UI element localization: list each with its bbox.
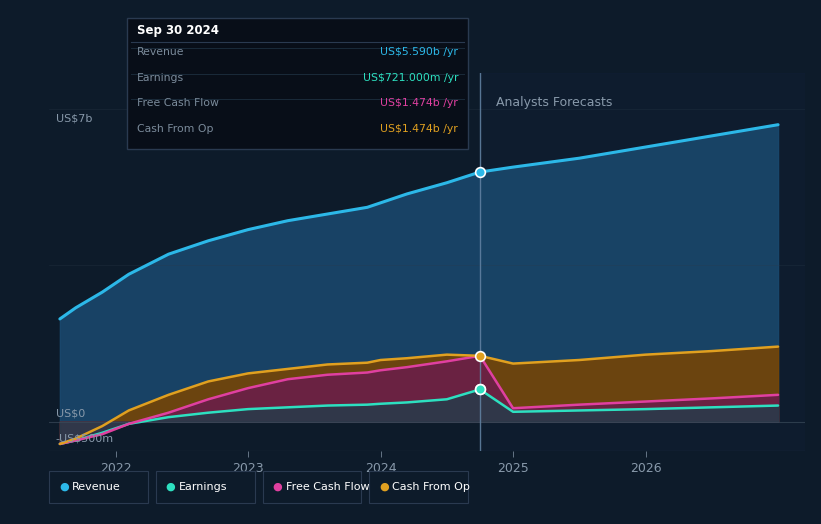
Text: ●: ●	[379, 482, 389, 492]
Text: US$1.474b /yr: US$1.474b /yr	[380, 124, 458, 134]
Text: Sep 30 2024: Sep 30 2024	[137, 24, 219, 37]
Text: Past: Past	[438, 96, 470, 108]
Text: US$1.474b /yr: US$1.474b /yr	[380, 99, 458, 108]
Text: Revenue: Revenue	[137, 47, 185, 57]
Text: ●: ●	[273, 482, 282, 492]
Text: Earnings: Earnings	[137, 73, 184, 83]
Text: ●: ●	[59, 482, 69, 492]
Text: US$7b: US$7b	[56, 114, 92, 124]
Text: Earnings: Earnings	[179, 482, 227, 492]
Text: ●: ●	[166, 482, 176, 492]
Text: Revenue: Revenue	[72, 482, 121, 492]
Text: US$5.590b /yr: US$5.590b /yr	[380, 47, 458, 57]
Text: US$0: US$0	[56, 408, 85, 418]
Text: -US$500m: -US$500m	[56, 434, 114, 444]
Text: US$721.000m /yr: US$721.000m /yr	[363, 73, 458, 83]
Text: Cash From Op: Cash From Op	[137, 124, 213, 134]
Bar	[480, 73, 805, 451]
Text: Analysts Forecasts: Analysts Forecasts	[496, 96, 612, 108]
Text: Free Cash Flow: Free Cash Flow	[286, 482, 369, 492]
Text: Cash From Op: Cash From Op	[392, 482, 470, 492]
Text: Free Cash Flow: Free Cash Flow	[137, 99, 219, 108]
